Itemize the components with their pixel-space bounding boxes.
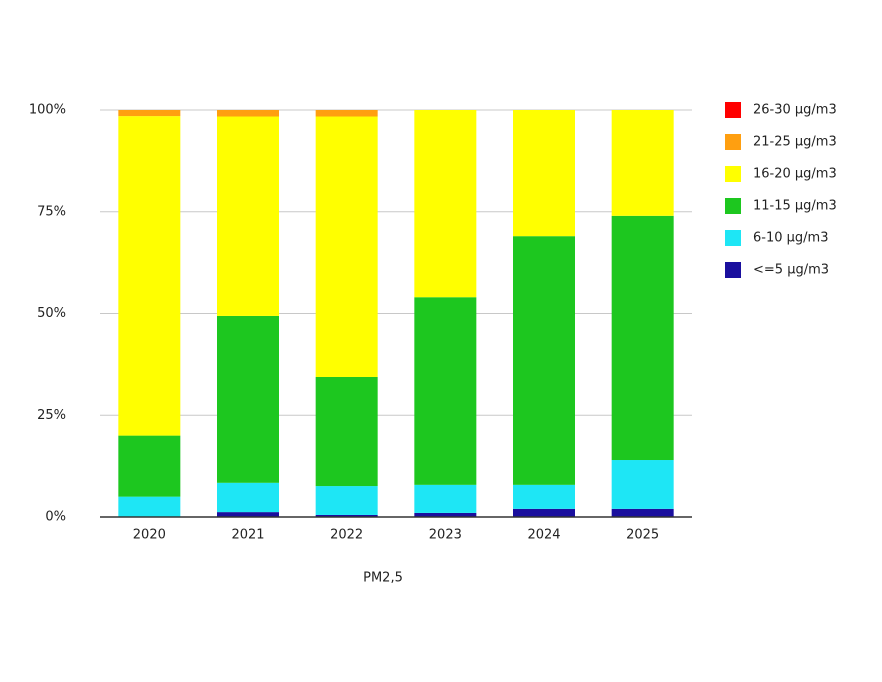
bar-segment: [414, 297, 477, 485]
bar-segment: [513, 508, 575, 517]
bar-segment: [414, 484, 477, 513]
legend-swatch: [725, 102, 741, 118]
legend-swatch: [725, 166, 741, 182]
legend-label: 16-20 µg/m3: [753, 167, 837, 182]
bar-segment: [217, 512, 279, 517]
bar-segment: [513, 110, 575, 237]
bar-segment: [611, 215, 674, 461]
bar-segment: [611, 508, 674, 517]
y-tick-label: 100%: [29, 103, 66, 118]
legend-label: 11-15 µg/m3: [753, 199, 837, 214]
x-tick-label: 2020: [133, 528, 166, 543]
bar-segment: [513, 484, 575, 509]
x-tick-label: 2025: [626, 528, 659, 543]
bar-segment: [118, 435, 181, 497]
legend-swatch: [725, 262, 741, 278]
bar-segment: [217, 110, 279, 117]
x-axis-label: PM2,5: [363, 571, 403, 586]
legend-label: 21-25 µg/m3: [753, 135, 837, 150]
x-tick-label: 2024: [527, 528, 560, 543]
x-tick-label: 2022: [330, 528, 363, 543]
legend-swatch: [725, 198, 741, 214]
bar-segment: [118, 496, 181, 517]
bar-segment: [315, 376, 378, 487]
bar-segment: [611, 460, 674, 509]
x-tick-label: 2021: [231, 528, 264, 543]
y-tick-label: 50%: [37, 306, 66, 321]
bar-segment: [217, 116, 279, 316]
bar-segment: [414, 110, 477, 298]
bar-segment: [217, 315, 279, 483]
legend-label: <=5 µg/m3: [753, 263, 829, 278]
y-tick-label: 75%: [37, 204, 66, 219]
bar-segment: [315, 514, 378, 517]
bar-segment: [315, 116, 378, 377]
bar-segment: [414, 512, 477, 517]
bar-segment: [217, 482, 279, 513]
bar-segment: [513, 236, 575, 485]
bar-segment: [118, 110, 181, 117]
legend-swatch: [725, 134, 741, 150]
y-tick-label: 25%: [37, 408, 66, 423]
x-tick-label: 2023: [429, 528, 462, 543]
bar-segment: [611, 110, 674, 216]
legend-label: 6-10 µg/m3: [753, 231, 828, 246]
legend-label: 26-30 µg/m3: [753, 103, 837, 118]
bar-segment: [315, 486, 378, 515]
bar-segment: [118, 116, 181, 436]
y-tick-label: 0%: [45, 510, 66, 525]
bar-segment: [315, 110, 378, 117]
legend-swatch: [725, 230, 741, 246]
